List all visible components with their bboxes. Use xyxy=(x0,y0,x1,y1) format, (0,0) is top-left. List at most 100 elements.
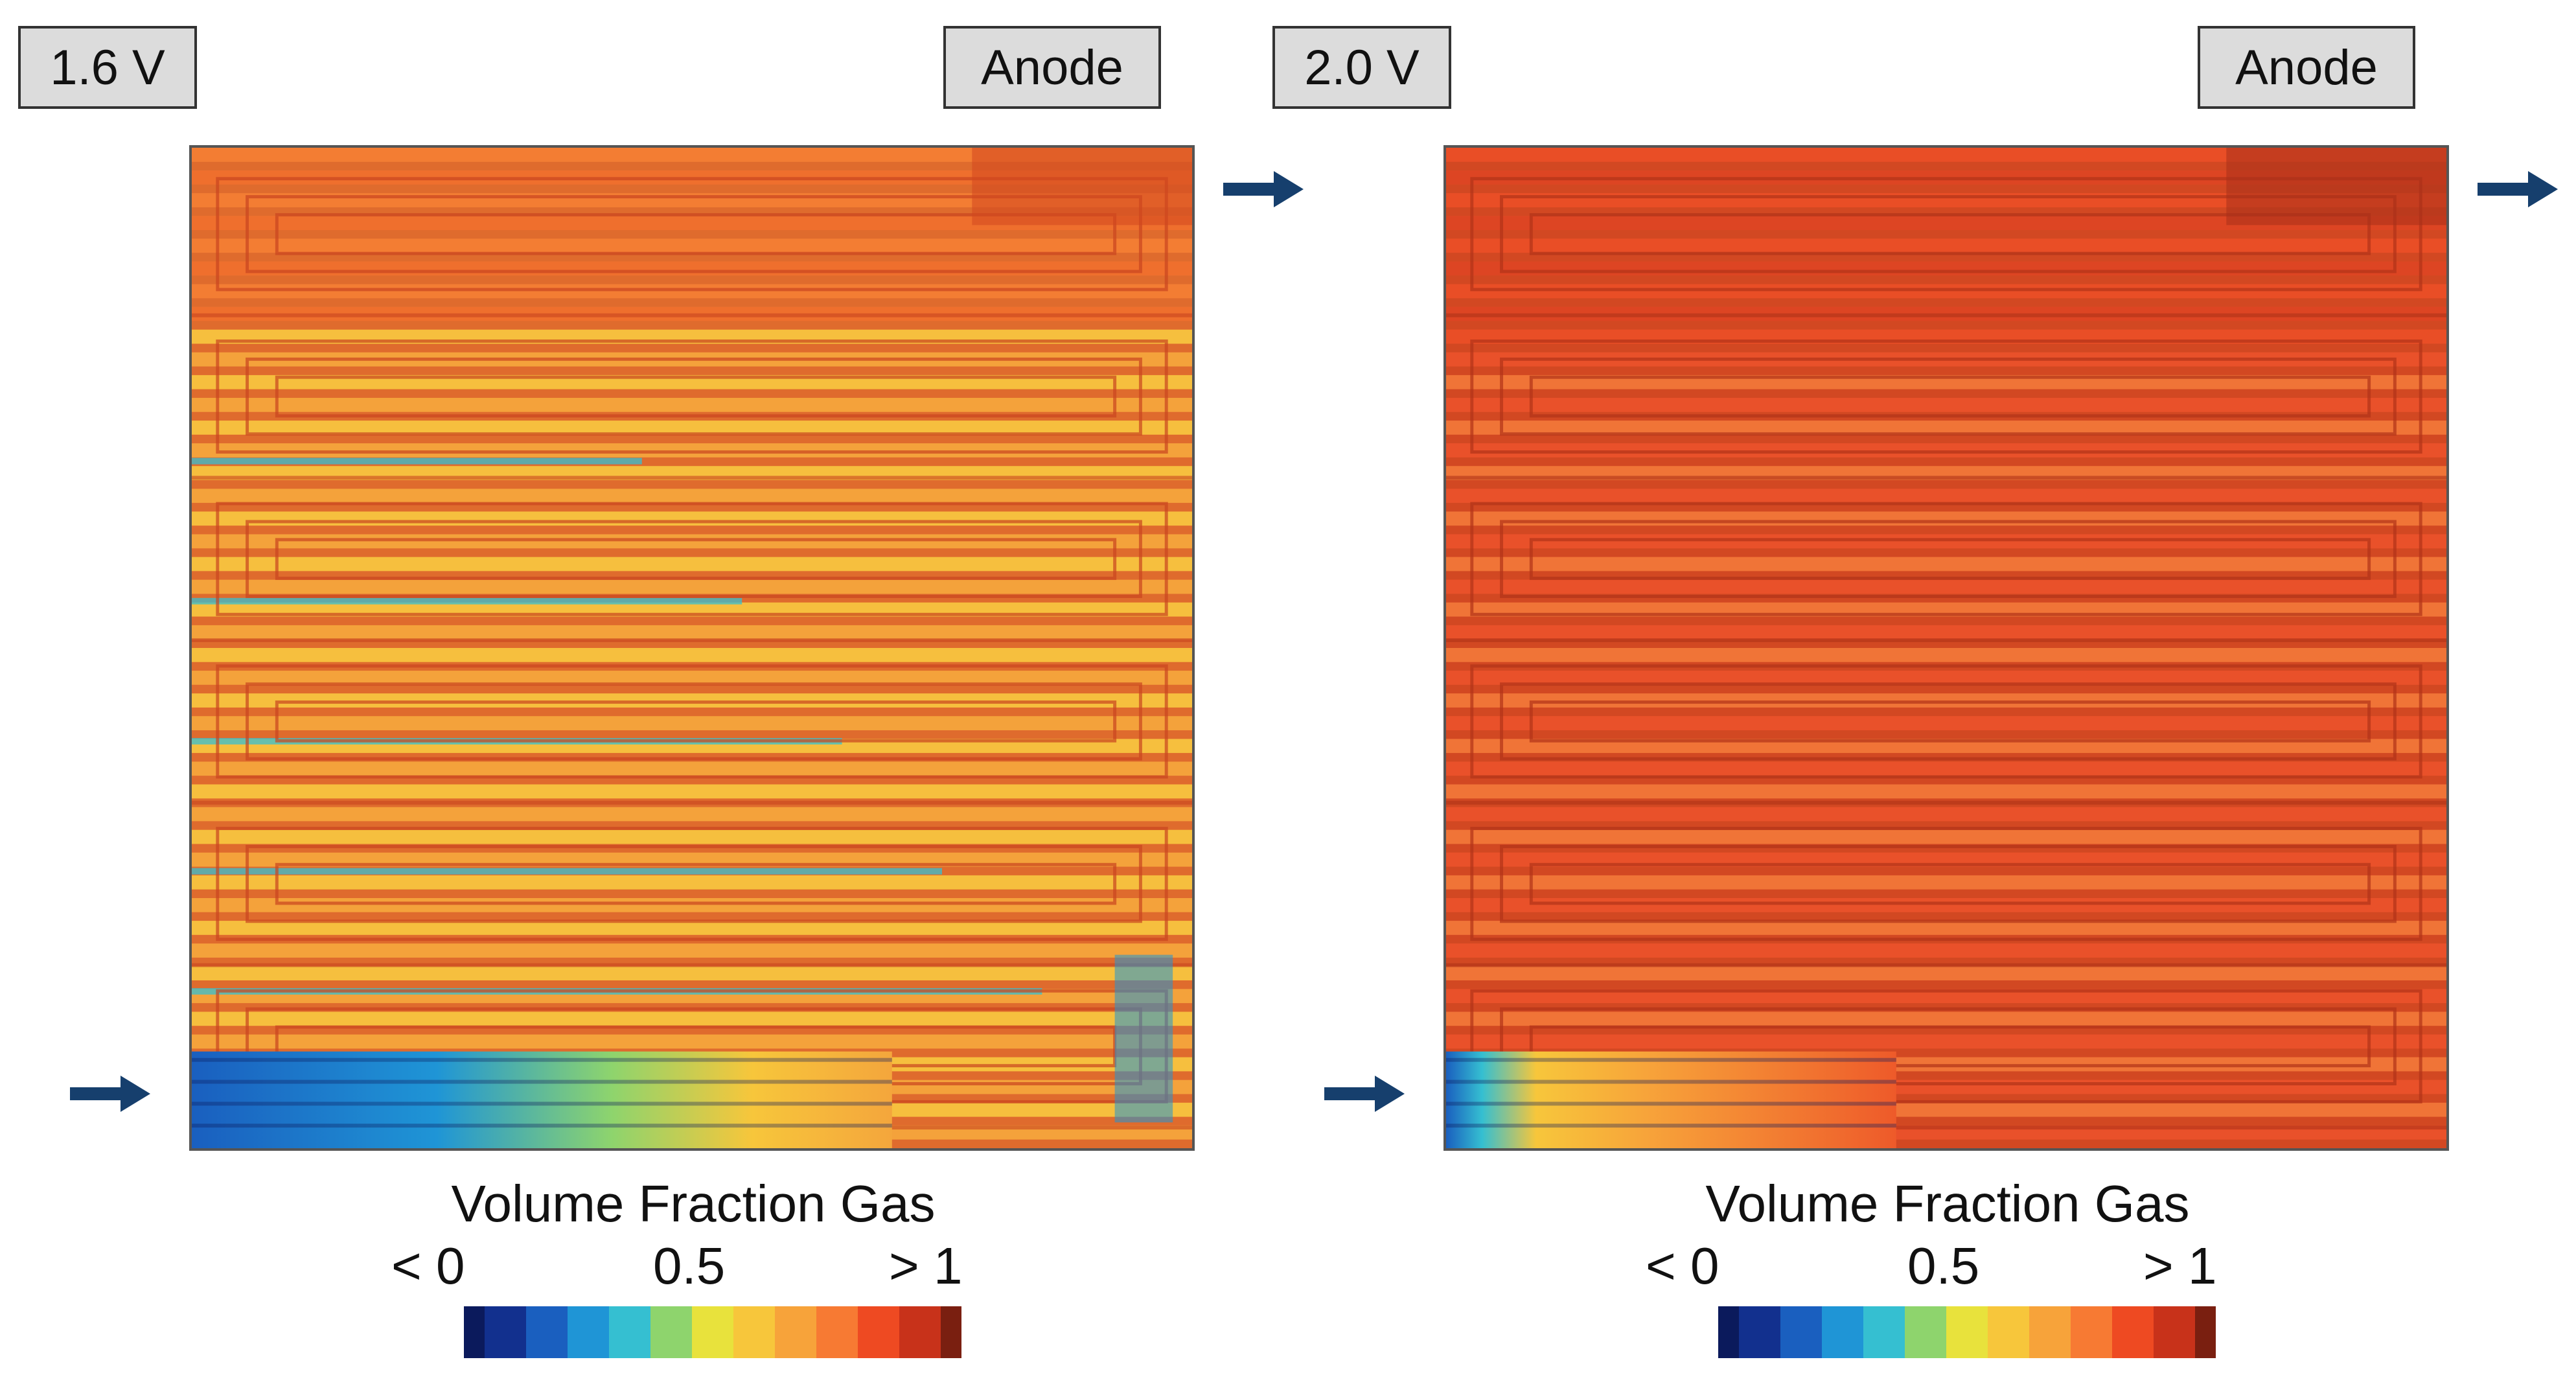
colorbar-segment xyxy=(879,1306,900,1358)
channel-rib xyxy=(1446,730,2446,739)
channel-rib xyxy=(192,889,1192,898)
channel-rib xyxy=(1446,275,2446,284)
flow-channel xyxy=(1446,443,2446,457)
colorbar-segment xyxy=(837,1306,858,1358)
gas-fraction-field xyxy=(1443,145,2449,1151)
colorbar-segment xyxy=(1926,1306,1947,1358)
channel-rib xyxy=(1446,526,2446,535)
voltage-label: 1.6 V xyxy=(18,26,197,109)
serpentine-wall xyxy=(1470,177,2422,292)
flow-channel xyxy=(1446,829,2446,844)
channel-rib xyxy=(1446,321,2446,330)
flow-channel xyxy=(192,1011,1192,1026)
channel-rib xyxy=(192,616,1192,625)
flow-channel xyxy=(1446,557,2446,572)
inlet-channel xyxy=(1446,1080,1896,1084)
colorbar-segment xyxy=(1967,1306,1988,1358)
serpentine-flow-field xyxy=(192,148,1192,1148)
serpentine-wall xyxy=(1470,827,2422,941)
flow-channel xyxy=(192,238,1192,253)
outlet-arrow-icon xyxy=(2478,171,2558,207)
serpentine-wall xyxy=(1500,195,2397,273)
flow-channel xyxy=(192,807,1192,822)
outlet-region xyxy=(972,148,1192,225)
colorbar-segment xyxy=(692,1306,713,1358)
flow-channel xyxy=(192,511,1192,526)
colorbar-segment xyxy=(526,1306,547,1358)
serpentine-wall xyxy=(1529,213,2371,255)
flow-channel xyxy=(1446,693,2446,708)
colorbar-segment xyxy=(858,1306,879,1358)
liquid-pocket xyxy=(1114,954,1173,1123)
flow-channel xyxy=(1446,1034,2446,1049)
flow-channel xyxy=(192,966,1192,981)
flow-channel xyxy=(192,875,1192,890)
channel-rib xyxy=(192,912,1192,921)
colorbar-segment xyxy=(2091,1306,2113,1358)
liquid-streak xyxy=(192,597,742,605)
flow-channel xyxy=(1446,625,2446,640)
colorbar-segment xyxy=(796,1306,817,1358)
colorbar-segment xyxy=(733,1306,755,1358)
channel-rib xyxy=(192,366,1192,375)
flow-channel xyxy=(192,693,1192,708)
colorbar-segment xyxy=(713,1306,734,1358)
serpentine-wall xyxy=(1529,862,2371,905)
colorbar-segment xyxy=(1718,1306,1740,1358)
colorbar-segment xyxy=(2008,1306,2030,1358)
serpentine-wall xyxy=(246,357,1142,436)
channel-rib xyxy=(1446,161,2446,171)
serpentine-wall xyxy=(1470,339,2422,454)
voltage-label: 2.0 V xyxy=(1272,26,1451,109)
serpentine-wall xyxy=(1529,700,2371,743)
channel-rib xyxy=(1446,366,2446,375)
colorbar-segment xyxy=(1843,1306,1864,1358)
channel-rib xyxy=(192,980,1192,989)
channel-rib xyxy=(192,321,1192,330)
serpentine-wall xyxy=(246,195,1142,273)
colorbar-segment xyxy=(1760,1306,1781,1358)
colorbar xyxy=(1718,1306,2216,1358)
channel-rib xyxy=(192,275,1192,284)
channel-rib xyxy=(1446,480,2446,489)
channel-rib xyxy=(1446,184,2446,194)
colorbar-segment xyxy=(588,1306,610,1358)
flow-channel xyxy=(1446,875,2446,890)
channel-rib xyxy=(192,548,1192,557)
colorbar-segment xyxy=(1780,1306,1802,1358)
channel-rib xyxy=(192,230,1192,239)
flow-channel xyxy=(192,648,1192,662)
colorbar-segment xyxy=(1822,1306,1843,1358)
colorbar-segment xyxy=(2071,1306,2092,1358)
colorbar-segment xyxy=(2050,1306,2071,1358)
serpentine-wall xyxy=(1470,502,2422,616)
flow-channel xyxy=(1446,671,2446,685)
colorbar-segment xyxy=(816,1306,838,1358)
serpentine-wall xyxy=(275,538,1117,581)
flow-channel xyxy=(192,784,1192,799)
panel-1-6v: 1.6 V Anode Volume Fraction Gas < 0 0.5 … xyxy=(18,26,1304,1358)
channel-rib xyxy=(1446,616,2446,625)
serpentine-wall xyxy=(1529,538,2371,581)
flow-channel xyxy=(192,216,1192,231)
colorbar-segment xyxy=(2029,1306,2051,1358)
flow-channel xyxy=(192,398,1192,412)
colorbar xyxy=(464,1306,961,1358)
flow-channel xyxy=(192,579,1192,594)
serpentine-wall xyxy=(275,700,1117,743)
colorbar-segment xyxy=(1905,1306,1926,1358)
channel-rib xyxy=(1446,707,2446,717)
flow-channel xyxy=(192,921,1192,935)
channel-rib xyxy=(1446,457,2446,467)
electrode-label: Anode xyxy=(943,26,1161,109)
serpentine-wall xyxy=(216,664,1168,779)
colorbar-segment xyxy=(1863,1306,1885,1358)
colorbar-segment xyxy=(650,1306,672,1358)
channel-rib xyxy=(1446,343,2446,352)
serpentine-wall xyxy=(1500,1007,2397,1086)
flow-channel xyxy=(1446,1011,2446,1026)
flow-channel xyxy=(192,1034,1192,1049)
serpentine-wall xyxy=(275,862,1117,905)
flow-channel xyxy=(192,284,1192,299)
flow-channel xyxy=(1446,579,2446,594)
